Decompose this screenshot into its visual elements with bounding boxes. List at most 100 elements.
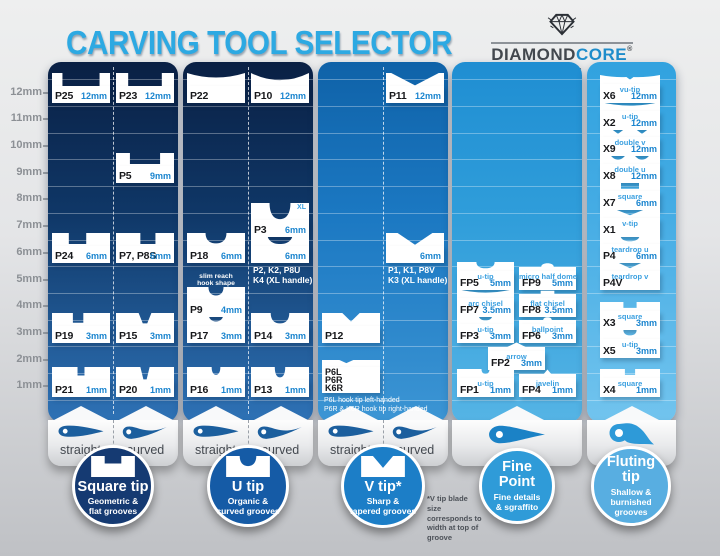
tool-code: P7, P8S bbox=[119, 250, 157, 263]
axis-tick bbox=[43, 145, 48, 147]
tool-code: X1 bbox=[603, 223, 616, 236]
tool-code: P5 bbox=[119, 170, 132, 183]
tool-profile-arc-icon bbox=[251, 72, 309, 86]
tool-profile-v-icon bbox=[322, 313, 380, 327]
tool-card-fp4: javelin FP4 1mm bbox=[519, 369, 576, 397]
tool-code: X8 bbox=[603, 170, 616, 183]
axis-label-8mm: 8mm bbox=[16, 192, 42, 205]
tool-card-body: P17 3mm bbox=[187, 326, 245, 344]
tool-card-p24: P24 6mm bbox=[52, 233, 110, 264]
tool-size: 3mm bbox=[520, 358, 542, 369]
tool-code: FP7 bbox=[460, 303, 479, 316]
tool-code: P15 bbox=[119, 330, 138, 343]
square-tip-icon bbox=[91, 455, 135, 477]
tool-card-x3: square X3 3mm bbox=[600, 302, 660, 331]
tool-code: FP9 bbox=[522, 276, 541, 289]
tool-card-p12: P12 bbox=[322, 313, 380, 344]
tool-size: 12mm bbox=[144, 90, 171, 101]
tool-size: 3mm bbox=[220, 331, 242, 342]
axis-tick bbox=[43, 91, 48, 94]
gridline bbox=[587, 266, 676, 268]
tool-card-tool: 6mm bbox=[251, 233, 309, 264]
tool-code: FP2 bbox=[491, 357, 510, 370]
tool-style-label: teardrop v bbox=[611, 271, 649, 281]
gridline bbox=[587, 373, 676, 375]
tool-size: 6mm bbox=[419, 251, 441, 262]
tool-card-body: flat chisel FP8 3.5mm bbox=[519, 297, 576, 317]
category-circle-square-tip: Square tip Geometric & flat grooves bbox=[72, 445, 154, 527]
straight-curved-divider bbox=[248, 67, 249, 414]
axis-tick bbox=[43, 171, 48, 174]
axis-label-12mm: 12mm bbox=[10, 85, 42, 98]
tool-style-label: square bbox=[617, 312, 643, 322]
tool-profile-square-icon bbox=[600, 368, 660, 378]
tool-size: 6mm bbox=[284, 224, 306, 235]
tool-profile-u-icon bbox=[187, 313, 245, 327]
tool-size: 1mm bbox=[551, 384, 573, 395]
gridline bbox=[587, 186, 676, 188]
tool-size: 6mm bbox=[220, 251, 242, 262]
tool-style-label: arc chisel bbox=[468, 298, 503, 308]
tool-footnote: P6L hook tip left-handed P6R & K6R hook t… bbox=[324, 396, 428, 414]
tool-style-label: u-tip bbox=[477, 378, 494, 388]
tool-code: FP6 bbox=[522, 330, 541, 343]
tool-profile-arc-icon bbox=[187, 72, 245, 86]
axis-tick bbox=[43, 305, 48, 308]
tool-card-p11: P11 12mm bbox=[386, 72, 444, 103]
category-subtitle: Sharp & tapered grooves bbox=[349, 496, 417, 517]
footnote-line: width at top of bbox=[427, 523, 479, 533]
tool-code: X2 bbox=[603, 116, 616, 129]
tool-style-label: u-tip bbox=[477, 325, 494, 335]
tool-card-p7p8s: P7, P8S 6mm bbox=[116, 233, 174, 264]
tool-card-body: javelin FP4 1mm bbox=[519, 377, 576, 397]
axis-label-9mm: 9mm bbox=[16, 165, 42, 178]
tool-size: 3mm bbox=[635, 318, 657, 329]
tool-profile-v-icon bbox=[386, 233, 444, 247]
tool-card-x6: vu-tip X6 12mm bbox=[600, 74, 660, 103]
tool-size: 6mm bbox=[284, 251, 306, 262]
tool-card-body: square X7 6mm bbox=[600, 190, 660, 210]
axis-label-7mm: 7mm bbox=[16, 219, 42, 232]
tool-card-p19: P19 3mm bbox=[52, 313, 110, 344]
tool-profile-arc-icon bbox=[457, 288, 514, 298]
tool-code: P25 bbox=[55, 89, 74, 102]
tool-code: FP5 bbox=[460, 276, 479, 289]
category-circle-fine-point: Fine Point Fine details & sgraffito bbox=[479, 448, 555, 524]
tool-card-p10: P10 12mm bbox=[251, 72, 309, 103]
tool-card-x1: v-tip X1 bbox=[600, 208, 660, 237]
page-notch bbox=[253, 406, 308, 420]
tool-profile-flatbump-icon bbox=[519, 290, 576, 298]
tool-card-x7: square X7 6mm bbox=[600, 181, 660, 210]
footnote-line: corresponds to bbox=[427, 513, 482, 523]
tool-size: 6mm bbox=[85, 251, 107, 262]
gridline bbox=[587, 239, 676, 241]
tool-card-p3: P3 6mm XL bbox=[251, 202, 309, 237]
tool-profile-taper-icon bbox=[116, 366, 174, 380]
tool-size: 12mm bbox=[414, 90, 441, 101]
tool-card-fp8: flat chisel FP8 3.5mm bbox=[519, 289, 576, 317]
tool-card-p25: P25 12mm bbox=[52, 72, 110, 103]
tool-profile-u-icon bbox=[187, 366, 245, 380]
tool-card-fp5: u-tip FP5 5mm bbox=[457, 261, 514, 290]
tool-card-p23: P23 12mm bbox=[116, 72, 174, 103]
gridline bbox=[587, 212, 676, 214]
fine-blade-icon bbox=[487, 422, 547, 452]
tool-profile-v-icon bbox=[322, 359, 380, 367]
tool-profile-square-icon bbox=[116, 233, 174, 247]
tool-card-body: P15 3mm bbox=[116, 326, 174, 344]
tool-profile-u-icon bbox=[457, 315, 514, 325]
footer-divider bbox=[383, 420, 384, 454]
tool-code: X9 bbox=[603, 143, 616, 156]
tool-card-p9: P9 4mm bbox=[187, 286, 245, 317]
tool-code: X7 bbox=[603, 196, 616, 209]
tool-size: 3.5mm bbox=[482, 304, 511, 315]
category-circle-u-tip: U tip Organic & curved grooves bbox=[207, 445, 289, 527]
tool-code: P11 bbox=[389, 89, 407, 102]
category-subtitle: Geometric & flat grooves bbox=[87, 496, 139, 517]
tool-size: 3.5mm bbox=[544, 304, 573, 315]
v-tip-icon bbox=[361, 455, 405, 477]
tool-size: 1mm bbox=[284, 384, 306, 395]
tool-size: 1mm bbox=[635, 384, 657, 395]
tool-profile-square-icon bbox=[116, 153, 174, 167]
tool-size: 12mm bbox=[80, 90, 107, 101]
